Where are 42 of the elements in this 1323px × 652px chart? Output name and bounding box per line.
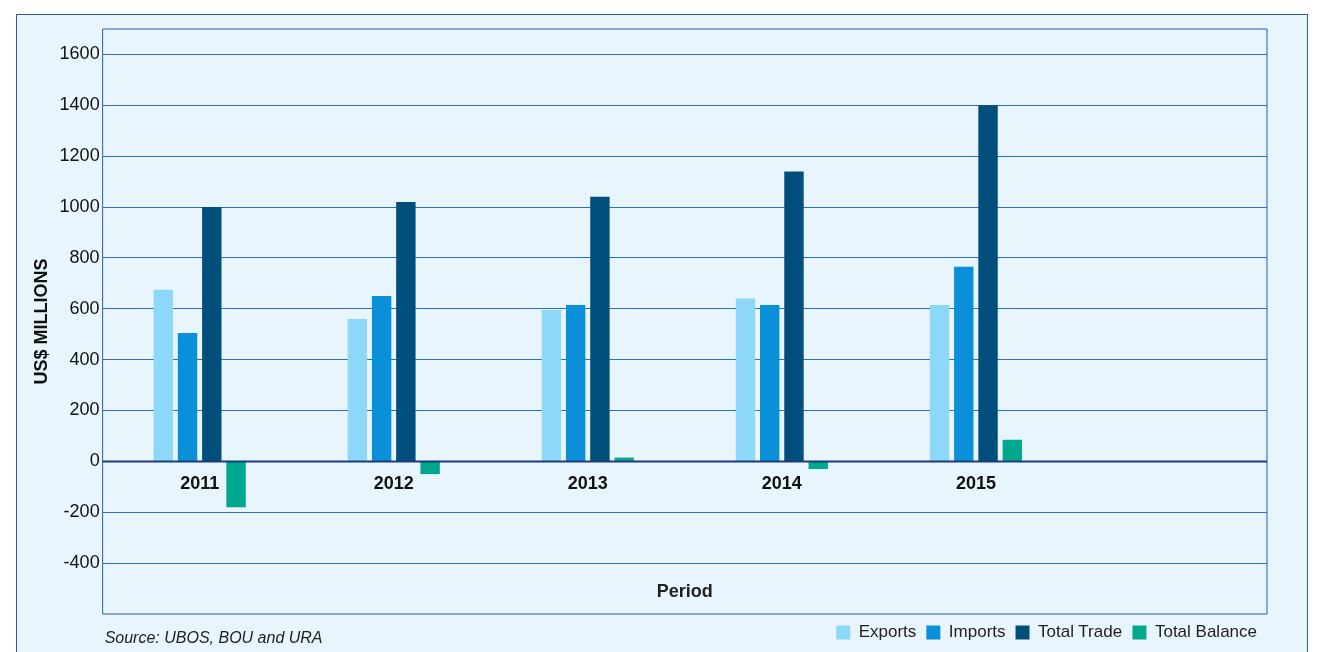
bar (735, 298, 756, 461)
y-tick-label: 1200 (59, 145, 100, 166)
bar (929, 304, 950, 461)
x-tick-label: 2015 (955, 473, 996, 494)
y-tick-label: 200 (69, 399, 100, 420)
legend-label: Imports (948, 622, 1006, 642)
bar (565, 304, 586, 461)
y-tick-label: -400 (63, 552, 100, 573)
bar (226, 461, 246, 508)
y-tick-label: 0 (89, 450, 100, 471)
y-tick-label: 800 (69, 246, 100, 267)
bar (202, 207, 222, 461)
source-note: Source: UBOS, BOU and URA (104, 629, 323, 647)
bar (177, 332, 198, 461)
y-tick-label: 400 (69, 348, 100, 369)
x-tick-label: 2013 (567, 473, 608, 494)
legend-label: Total Balance (1154, 622, 1258, 642)
bar (541, 310, 562, 461)
bar (371, 296, 392, 461)
y-tick-label: 600 (69, 297, 100, 318)
y-tick-label: 1600 (59, 43, 100, 64)
y-tick-label: 1400 (59, 94, 100, 115)
x-tick-label: 2011 (180, 473, 220, 494)
bar (978, 105, 998, 461)
y-tick-label: -200 (63, 501, 100, 522)
y-tick-label: 1000 (59, 196, 100, 217)
bar (347, 318, 368, 461)
bar (760, 304, 780, 461)
bar (153, 289, 173, 461)
x-tick-label: 2012 (373, 473, 414, 494)
y-axis-title: US$ MILLIONS (30, 258, 51, 385)
x-tick-label: 2014 (761, 473, 802, 494)
bar (954, 266, 974, 461)
bar (420, 461, 440, 475)
bar (808, 461, 828, 470)
x-axis-title: Period (656, 580, 713, 601)
legend-label: Total Trade (1038, 622, 1123, 642)
bar (1002, 439, 1022, 461)
bar (396, 201, 416, 461)
bar (590, 196, 610, 461)
legend-label: Exports (858, 622, 917, 642)
bar (784, 171, 804, 461)
